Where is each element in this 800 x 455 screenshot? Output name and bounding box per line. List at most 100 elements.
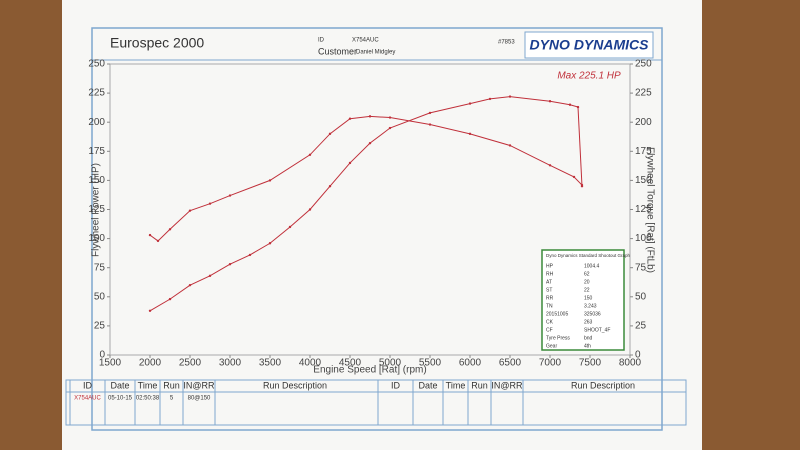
x-tick-label: 5500 <box>419 358 442 369</box>
point <box>248 253 252 257</box>
run-table: ID Date Time Run IN@RR Run DescriptionX754AUC… <box>65 379 687 426</box>
y2-tick-label: 175 <box>635 146 652 157</box>
point <box>548 100 552 103</box>
x-tick-label: 4500 <box>339 358 362 369</box>
point <box>548 164 552 167</box>
x-axis-title: Engine Speed [Rat] (rpm) <box>313 365 426 376</box>
info-cell: 4th <box>584 343 591 349</box>
table-cell: X754AUC <box>74 396 101 402</box>
y2-tick-label: 0 <box>635 350 641 361</box>
logo-box <box>524 31 654 59</box>
point <box>508 144 512 147</box>
y2-tick-label: 200 <box>635 117 652 128</box>
x-tick-label: 8000 <box>619 358 642 369</box>
point <box>148 233 152 237</box>
point <box>228 194 232 197</box>
info-cell: ST <box>546 287 552 293</box>
customer-value: Daniel Midgley <box>356 50 395 56</box>
point <box>508 95 512 98</box>
table-frame <box>65 379 687 426</box>
table-header: ID <box>83 380 93 390</box>
y-axis-title: Flywheel Power (HP) <box>91 163 102 257</box>
info-cell: 263 <box>584 319 593 325</box>
table-header: Date <box>110 380 129 390</box>
customer-label: Customer <box>318 46 357 56</box>
table-cell: 5 <box>170 396 174 402</box>
info-cell: 22 <box>584 287 590 293</box>
point <box>268 179 272 182</box>
paper <box>62 0 702 450</box>
info-cell: RH <box>546 271 554 277</box>
point <box>576 105 580 109</box>
point <box>388 126 392 130</box>
point <box>308 208 312 211</box>
info-cell: AT <box>546 279 552 285</box>
logo: DYNO DYNAMICS <box>529 37 649 53</box>
y-tick-label: 200 <box>88 117 105 128</box>
table-header: Run <box>471 380 488 390</box>
curve <box>149 115 583 242</box>
table-header: Time <box>446 380 466 390</box>
info-cell: 20151005 <box>546 311 568 317</box>
x-tick-label: 3500 <box>259 358 282 369</box>
id-label: ID <box>318 38 325 44</box>
info-box: Dyno Dynamics Standard Shootout Graph HP 1… <box>541 249 631 351</box>
point <box>428 123 432 126</box>
table-cell: 80@150 <box>188 396 211 402</box>
point <box>580 183 584 187</box>
y-tick-label: 125 <box>88 204 105 215</box>
point <box>572 175 576 179</box>
point <box>328 185 332 188</box>
info-frame <box>541 249 625 351</box>
point <box>168 297 172 301</box>
x-tick-label: 1500 <box>99 358 122 369</box>
info-cell: 150 <box>584 295 593 301</box>
table-header: IN@RR <box>183 380 215 390</box>
info-cell: SHOOT_4F <box>584 327 610 333</box>
x-tick-label: 2500 <box>179 358 202 369</box>
y-tick-label: 225 <box>88 88 105 99</box>
y2-tick-label: 100 <box>635 233 652 244</box>
point <box>308 153 312 156</box>
info-title: Dyno Dynamics Standard Shootout Graph <box>546 253 631 258</box>
info-cell: CK <box>546 319 554 325</box>
y2-tick-label: 250 <box>635 59 652 70</box>
point <box>348 117 352 120</box>
info-cell: 325036 <box>584 311 601 317</box>
y2-tick-label: 25 <box>635 321 647 332</box>
point <box>328 132 332 136</box>
info-cell: bnd <box>584 335 593 341</box>
table-cell: 05-10-15 <box>108 396 133 402</box>
point <box>388 116 392 119</box>
y2-tick-label: 75 <box>635 262 647 273</box>
x-tick-label: 4000 <box>299 358 322 369</box>
info-cell: TN <box>546 303 553 309</box>
table-header: Run Description <box>263 380 327 390</box>
x-tick-label: 2000 <box>139 358 162 369</box>
y-tick-label: 0 <box>99 350 105 361</box>
x-tick-label: 7500 <box>579 358 602 369</box>
y2-tick-label: 50 <box>635 291 647 302</box>
point <box>488 97 492 101</box>
y-tick-label: 25 <box>94 321 106 332</box>
x-tick-label: 3000 <box>219 358 242 369</box>
point <box>148 309 152 312</box>
point <box>188 209 192 212</box>
info-cell: RR <box>546 295 554 301</box>
y-tick-label: 175 <box>88 146 105 157</box>
point <box>468 102 472 105</box>
y-tick-label: 100 <box>88 233 105 244</box>
x-tick-label: 7000 <box>539 358 562 369</box>
y2-tick-label: 225 <box>635 88 652 99</box>
table-header: IN@RR <box>491 380 523 390</box>
point <box>208 202 212 205</box>
point <box>368 141 372 145</box>
point <box>348 161 352 165</box>
y2-axis-title: Flywheel Torque [Rat] (FtLb) <box>644 147 655 273</box>
frame <box>91 27 663 431</box>
y-tick-label: 50 <box>94 291 106 302</box>
point <box>468 132 472 136</box>
x-tick-label: 6000 <box>459 358 482 369</box>
info-cell: Tyre Press <box>546 335 570 341</box>
